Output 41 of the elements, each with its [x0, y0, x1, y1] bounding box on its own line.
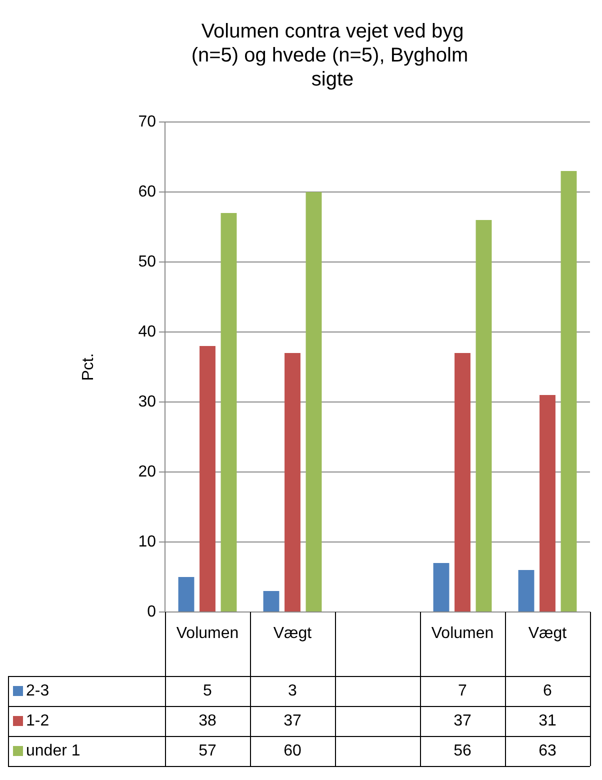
data-label: 60	[284, 742, 302, 760]
bar	[433, 563, 450, 612]
legend-label: 1-2	[26, 712, 50, 730]
bar	[263, 591, 280, 612]
x-tick-label: Vægt	[273, 625, 312, 642]
bar	[476, 220, 492, 612]
bar	[178, 577, 194, 612]
data-label: 57	[198, 742, 216, 760]
bar	[306, 192, 322, 612]
data-label: 31	[538, 712, 556, 730]
data-label: 5	[203, 682, 212, 700]
y-axis-title: Pct.	[80, 353, 98, 381]
y-tick-label: 60	[138, 183, 156, 200]
bar	[454, 353, 470, 612]
data-label: 3	[288, 682, 298, 700]
y-tick-label: 50	[138, 253, 156, 270]
y-tick-label: 70	[138, 113, 156, 130]
data-label: 56	[454, 742, 472, 760]
legend-label: under 1	[26, 742, 80, 760]
bar	[518, 570, 534, 612]
data-label: 63	[538, 742, 556, 760]
y-tick-label: 10	[138, 533, 156, 550]
y-tick-label: 30	[138, 393, 156, 410]
chart-title: Volumen contra vejet ved byg (n=5) og hvede (n=5), Bygholm sigte	[191, 20, 474, 91]
bar	[220, 213, 237, 612]
data-label: 37	[454, 712, 472, 730]
y-tick-label: 0	[147, 603, 156, 620]
data-label: 7	[458, 682, 468, 700]
y-tick-label: 20	[138, 463, 156, 480]
data-label: 38	[198, 712, 216, 730]
x-tick-label: Volumen	[176, 625, 239, 642]
bar	[560, 171, 577, 612]
bar	[540, 395, 556, 612]
x-tick-label: Volumen	[431, 625, 494, 642]
y-tick-label: 40	[138, 323, 156, 340]
bar	[200, 346, 216, 612]
legend-label: 2-3	[26, 682, 50, 700]
data-label: 37	[284, 712, 302, 730]
data-label: 6	[543, 682, 552, 700]
bar	[284, 353, 300, 612]
x-tick-label: Vægt	[528, 625, 568, 642]
